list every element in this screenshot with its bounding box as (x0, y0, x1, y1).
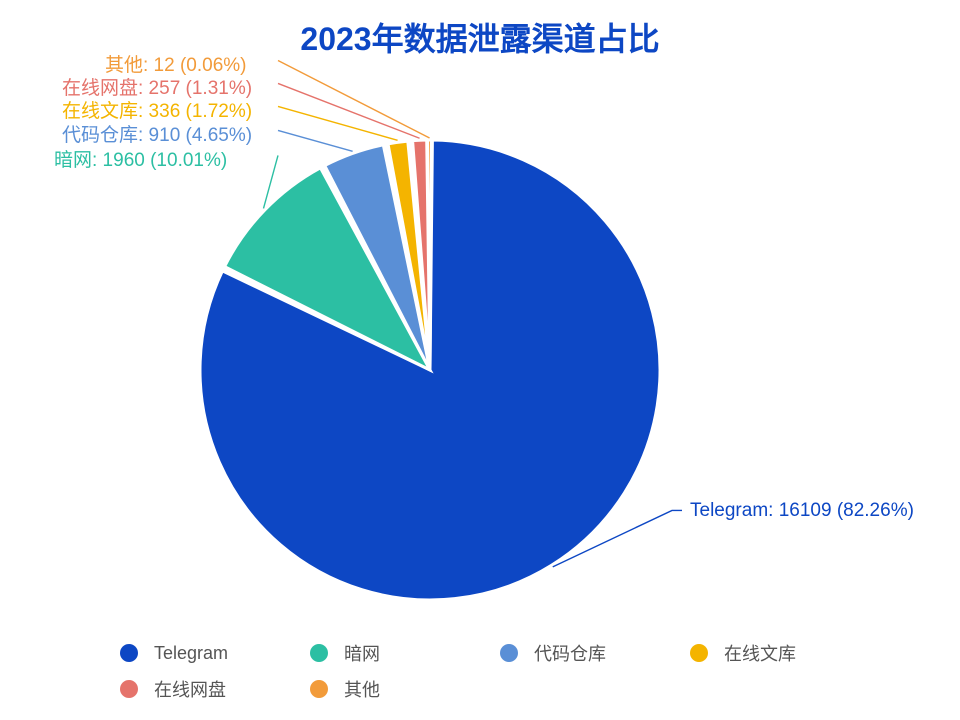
legend-label: 其他 (344, 676, 380, 702)
legend-item-暗网: 暗网 (310, 635, 500, 671)
legend-label: 在线网盘 (154, 676, 226, 702)
legend-label: Telegram (154, 643, 228, 664)
callout-netdisk: 在线网盘: 257 (1.31%) (62, 73, 252, 100)
legend-item-在线文库: 在线文库 (690, 635, 880, 671)
legend-dot-icon (500, 644, 518, 662)
legend-row: Telegram 暗网 代码仓库 在线文库在线网盘 其他 (120, 635, 880, 707)
legend-label: 暗网 (344, 640, 380, 666)
pie-slice-other (428, 140, 432, 370)
callout-telegram: Telegram: 16109 (82.26%) (690, 500, 914, 522)
legend-dot-icon (120, 680, 138, 698)
callout-coderepo: 代码仓库: 910 (4.65%) (62, 120, 252, 147)
legend-label: 代码仓库 (534, 640, 606, 666)
leader-line-netdisk (278, 83, 420, 138)
callout-other: 其他: 12 (0.06%) (105, 50, 247, 77)
legend-dot-icon (690, 644, 708, 662)
chart-root: 2023年数据泄露渠道占比 Telegram: 16109 (82.26%)暗网… (0, 0, 960, 720)
leader-line-other (278, 60, 430, 138)
legend-dot-icon (120, 644, 138, 662)
legend-dot-icon (310, 644, 328, 662)
legend-item-Telegram: Telegram (120, 635, 310, 671)
legend-item-在线网盘: 在线网盘 (120, 671, 310, 707)
legend-dot-icon (310, 680, 328, 698)
callout-doclib: 在线文库: 336 (1.72%) (62, 96, 252, 123)
legend-label: 在线文库 (724, 640, 796, 666)
legend-item-其他: 其他 (310, 671, 500, 707)
callout-darkweb: 暗网: 1960 (10.01%) (54, 145, 227, 172)
legend-item-代码仓库: 代码仓库 (500, 635, 690, 671)
legend: Telegram 暗网 代码仓库 在线文库在线网盘 其他 (120, 635, 880, 707)
leader-line-coderepo (278, 130, 353, 151)
